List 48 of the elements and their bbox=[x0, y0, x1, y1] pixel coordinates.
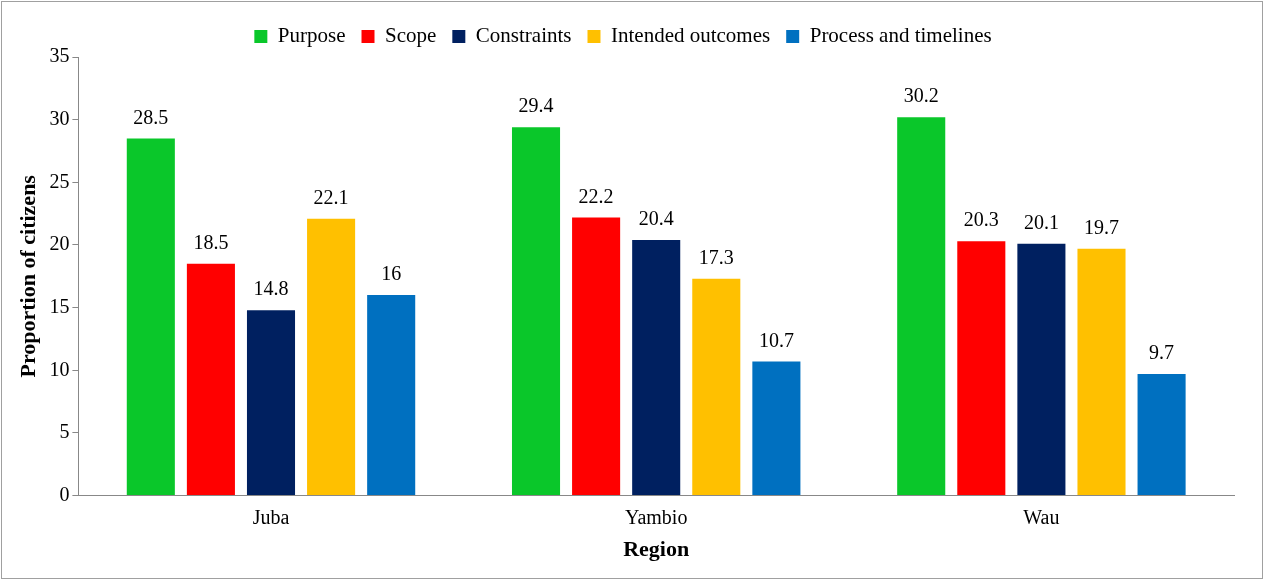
x-tick-label: Juba bbox=[252, 505, 290, 528]
x-tick-label: Yambio bbox=[624, 505, 688, 528]
y-tick-label: 5 bbox=[59, 420, 70, 443]
data-label: 22.2 bbox=[578, 184, 614, 207]
bar bbox=[1077, 248, 1126, 496]
bar bbox=[246, 310, 296, 496]
data-label: 17.3 bbox=[698, 246, 734, 269]
bar bbox=[186, 263, 235, 496]
bar bbox=[126, 138, 175, 496]
data-label: 18.5 bbox=[193, 231, 229, 254]
data-label: 30.2 bbox=[903, 84, 939, 107]
bar bbox=[307, 218, 356, 496]
legend-label: Constraints bbox=[475, 23, 572, 48]
bar bbox=[897, 117, 946, 496]
data-label: 20.1 bbox=[1023, 210, 1059, 233]
bar bbox=[752, 361, 801, 496]
bar bbox=[692, 278, 741, 496]
data-label: 9.7 bbox=[1149, 341, 1175, 364]
y-tick-label: 0 bbox=[59, 482, 70, 505]
data-label: 14.8 bbox=[253, 277, 289, 300]
bar bbox=[572, 217, 621, 496]
bar bbox=[511, 127, 561, 496]
bar bbox=[367, 295, 416, 496]
x-axis-title: Region bbox=[623, 536, 690, 562]
bar bbox=[1017, 243, 1066, 496]
data-label: 22.1 bbox=[313, 185, 349, 208]
data-label: 29.4 bbox=[518, 94, 554, 117]
x-tick-label: Wau bbox=[1023, 505, 1060, 528]
data-label: 20.4 bbox=[638, 207, 674, 230]
data-label: 28.5 bbox=[133, 105, 169, 128]
data-label: 16 bbox=[381, 262, 402, 285]
y-tick-label: 20 bbox=[49, 232, 70, 255]
y-tick-label: 35 bbox=[49, 44, 70, 67]
y-axis-title: Proportion of citizens bbox=[14, 174, 40, 378]
bar bbox=[957, 241, 1006, 496]
legend-label: Scope bbox=[385, 23, 437, 48]
bar bbox=[632, 239, 681, 496]
y-tick-label: 25 bbox=[49, 169, 70, 192]
data-label: 19.7 bbox=[1083, 215, 1119, 238]
data-label: 10.7 bbox=[758, 328, 794, 351]
bar bbox=[1137, 374, 1186, 496]
legend-label: Process and timelines bbox=[809, 23, 992, 48]
legend-label: Purpose bbox=[277, 23, 346, 48]
y-tick-label: 15 bbox=[49, 294, 70, 317]
legend-label: Intended outcomes bbox=[610, 23, 771, 48]
y-tick-label: 10 bbox=[49, 357, 70, 380]
data-label: 20.3 bbox=[963, 208, 999, 231]
y-tick-label: 30 bbox=[49, 106, 70, 129]
